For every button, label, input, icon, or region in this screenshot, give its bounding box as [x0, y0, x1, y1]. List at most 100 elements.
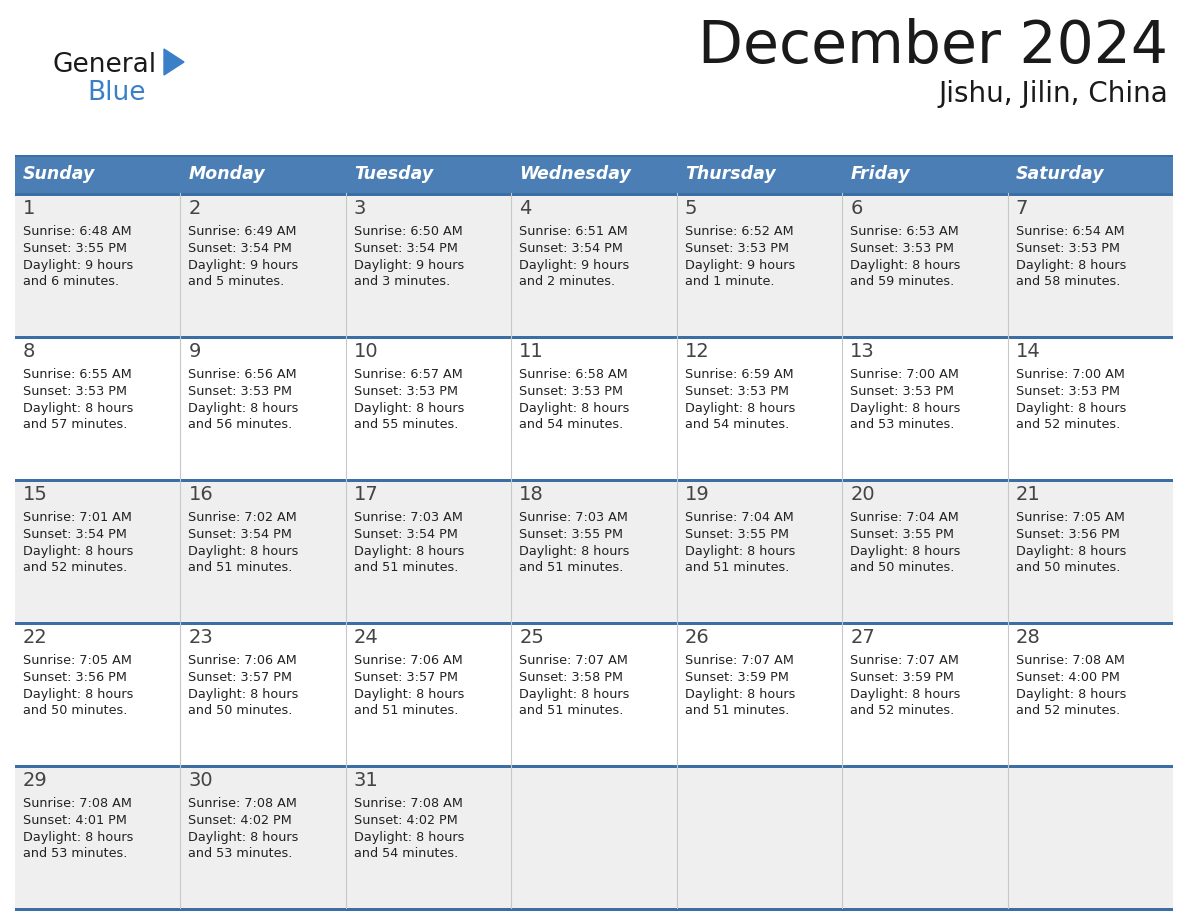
Bar [15, 336, 1173, 479]
Text: 19: 19 [684, 485, 709, 504]
Text: and 53 minutes.: and 53 minutes. [189, 847, 292, 860]
Text: and 53 minutes.: and 53 minutes. [851, 418, 954, 431]
Text: 13: 13 [851, 342, 874, 361]
Text: and 50 minutes.: and 50 minutes. [1016, 561, 1120, 574]
Text: and 50 minutes.: and 50 minutes. [851, 561, 954, 574]
Text: Daylight: 8 hours: Daylight: 8 hours [1016, 688, 1126, 701]
Text: 20: 20 [851, 485, 874, 504]
Text: and 2 minutes.: and 2 minutes. [519, 275, 615, 288]
Text: 25: 25 [519, 628, 544, 647]
Text: Daylight: 8 hours: Daylight: 8 hours [1016, 259, 1126, 272]
Text: and 51 minutes.: and 51 minutes. [684, 704, 789, 717]
Text: and 1 minute.: and 1 minute. [684, 275, 775, 288]
Text: Daylight: 8 hours: Daylight: 8 hours [189, 688, 299, 701]
Text: Wednesday: Wednesday [519, 165, 631, 183]
Text: Sunrise: 6:50 AM: Sunrise: 6:50 AM [354, 225, 462, 238]
Text: and 6 minutes.: and 6 minutes. [23, 275, 119, 288]
Text: 8: 8 [23, 342, 36, 361]
Text: 1: 1 [23, 199, 36, 218]
Text: Daylight: 8 hours: Daylight: 8 hours [684, 545, 795, 558]
Point [504, 902, 518, 913]
Text: Daylight: 8 hours: Daylight: 8 hours [684, 402, 795, 415]
Text: and 59 minutes.: and 59 minutes. [851, 275, 954, 288]
Text: 12: 12 [684, 342, 709, 361]
Text: 4: 4 [519, 199, 532, 218]
Point [173, 902, 188, 913]
Text: 9: 9 [189, 342, 201, 361]
Text: Jishu, Jilin, China: Jishu, Jilin, China [939, 80, 1168, 108]
Text: Sunset: 3:55 PM: Sunset: 3:55 PM [851, 528, 954, 541]
Text: Thursday: Thursday [684, 165, 776, 183]
Text: Sunrise: 7:01 AM: Sunrise: 7:01 AM [23, 511, 132, 524]
Text: 27: 27 [851, 628, 874, 647]
Text: Sunset: 3:53 PM: Sunset: 3:53 PM [684, 242, 789, 255]
Text: 3: 3 [354, 199, 366, 218]
Point [670, 902, 684, 913]
Text: Daylight: 8 hours: Daylight: 8 hours [519, 545, 630, 558]
Text: Sunrise: 7:00 AM: Sunrise: 7:00 AM [851, 368, 959, 381]
Bar [15, 193, 1173, 196]
Bar [15, 765, 1173, 767]
Text: Sunrise: 7:03 AM: Sunrise: 7:03 AM [354, 511, 463, 524]
Text: Sunrise: 7:08 AM: Sunrise: 7:08 AM [354, 797, 463, 810]
Text: Sunset: 3:54 PM: Sunset: 3:54 PM [519, 242, 624, 255]
Text: Sunrise: 7:02 AM: Sunrise: 7:02 AM [189, 511, 297, 524]
Text: Daylight: 8 hours: Daylight: 8 hours [519, 402, 630, 415]
Text: Sunrise: 7:05 AM: Sunrise: 7:05 AM [23, 654, 132, 667]
Text: Sunrise: 6:52 AM: Sunrise: 6:52 AM [684, 225, 794, 238]
Text: Sunset: 3:53 PM: Sunset: 3:53 PM [851, 242, 954, 255]
Text: Sunset: 3:53 PM: Sunset: 3:53 PM [1016, 385, 1119, 398]
Text: 31: 31 [354, 771, 379, 790]
Text: 11: 11 [519, 342, 544, 361]
Text: Sunset: 3:54 PM: Sunset: 3:54 PM [189, 242, 292, 255]
Text: Sunrise: 6:51 AM: Sunrise: 6:51 AM [519, 225, 628, 238]
Text: Sunset: 3:56 PM: Sunset: 3:56 PM [23, 671, 127, 684]
Point [1000, 187, 1015, 198]
Text: 28: 28 [1016, 628, 1041, 647]
Bar [15, 765, 1173, 908]
Text: Daylight: 8 hours: Daylight: 8 hours [23, 831, 133, 844]
Text: Sunset: 3:54 PM: Sunset: 3:54 PM [354, 528, 457, 541]
Text: Sunset: 3:57 PM: Sunset: 3:57 PM [189, 671, 292, 684]
Text: 15: 15 [23, 485, 48, 504]
Text: Sunrise: 7:06 AM: Sunrise: 7:06 AM [354, 654, 462, 667]
Text: Daylight: 9 hours: Daylight: 9 hours [354, 259, 465, 272]
Text: and 51 minutes.: and 51 minutes. [519, 704, 624, 717]
Text: Sunset: 3:53 PM: Sunset: 3:53 PM [23, 385, 127, 398]
Text: 16: 16 [189, 485, 213, 504]
Bar [15, 155, 1173, 157]
Point [173, 187, 188, 198]
Text: 10: 10 [354, 342, 379, 361]
Text: and 52 minutes.: and 52 minutes. [851, 704, 954, 717]
Text: and 51 minutes.: and 51 minutes. [684, 561, 789, 574]
Text: and 53 minutes.: and 53 minutes. [23, 847, 127, 860]
Text: Sunset: 3:55 PM: Sunset: 3:55 PM [23, 242, 127, 255]
Text: Sunset: 3:58 PM: Sunset: 3:58 PM [519, 671, 624, 684]
Text: Sunset: 3:53 PM: Sunset: 3:53 PM [354, 385, 457, 398]
Text: Daylight: 8 hours: Daylight: 8 hours [1016, 545, 1126, 558]
Text: Daylight: 8 hours: Daylight: 8 hours [23, 545, 133, 558]
Text: and 51 minutes.: and 51 minutes. [189, 561, 292, 574]
Text: Sunset: 4:00 PM: Sunset: 4:00 PM [1016, 671, 1119, 684]
Text: and 50 minutes.: and 50 minutes. [189, 704, 292, 717]
Text: Sunset: 3:54 PM: Sunset: 3:54 PM [23, 528, 127, 541]
Bar [15, 908, 1173, 911]
Text: and 51 minutes.: and 51 minutes. [354, 561, 459, 574]
Text: Sunrise: 7:07 AM: Sunrise: 7:07 AM [519, 654, 628, 667]
Text: 24: 24 [354, 628, 379, 647]
Text: December 2024: December 2024 [699, 18, 1168, 75]
Text: Tuesday: Tuesday [354, 165, 434, 183]
Text: and 54 minutes.: and 54 minutes. [519, 418, 624, 431]
Text: Sunrise: 7:05 AM: Sunrise: 7:05 AM [1016, 511, 1125, 524]
Text: 18: 18 [519, 485, 544, 504]
Text: 2: 2 [189, 199, 201, 218]
Text: Sunrise: 6:56 AM: Sunrise: 6:56 AM [189, 368, 297, 381]
Text: Daylight: 8 hours: Daylight: 8 hours [354, 402, 465, 415]
Bar [15, 622, 1173, 624]
Text: Daylight: 9 hours: Daylight: 9 hours [23, 259, 133, 272]
Text: Sunrise: 7:04 AM: Sunrise: 7:04 AM [684, 511, 794, 524]
Text: Sunrise: 6:53 AM: Sunrise: 6:53 AM [851, 225, 959, 238]
Text: 26: 26 [684, 628, 709, 647]
Text: Daylight: 8 hours: Daylight: 8 hours [354, 831, 465, 844]
Text: Daylight: 9 hours: Daylight: 9 hours [519, 259, 630, 272]
